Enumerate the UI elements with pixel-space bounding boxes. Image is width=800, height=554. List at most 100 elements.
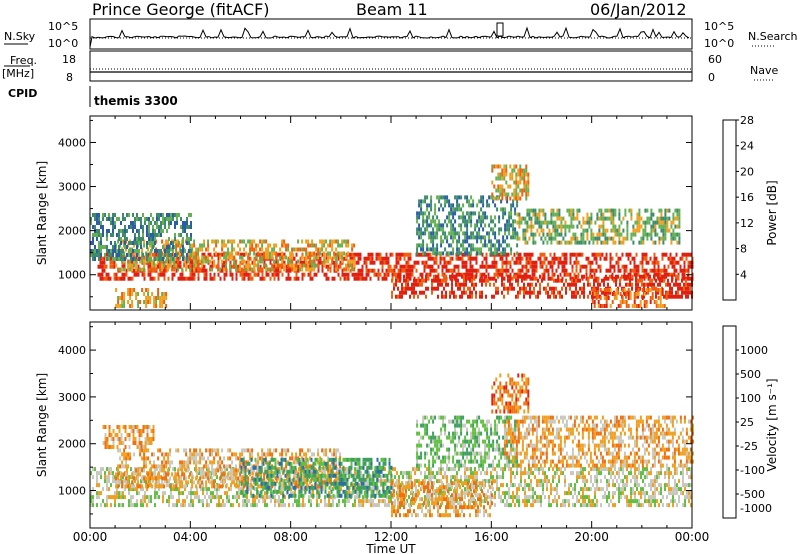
power-cell: [475, 294, 477, 299]
power-cell: [407, 268, 410, 273]
power-cell: [540, 224, 543, 229]
power-cell: [550, 212, 553, 217]
power-cell: [420, 203, 423, 208]
power-cell: [501, 282, 503, 287]
power-cell: [487, 278, 489, 283]
velocity-cell: [426, 467, 428, 472]
power-cell: [329, 263, 332, 268]
power-cell: [259, 255, 262, 260]
power-cell: [689, 252, 692, 257]
power-cell: [588, 240, 591, 245]
power-cell: [145, 288, 148, 292]
power-cell: [603, 296, 606, 300]
velocity-cell: [532, 471, 534, 476]
power-cell: [664, 224, 667, 229]
power-cell: [664, 212, 667, 217]
power-cell: [440, 243, 443, 248]
power-cell: [631, 268, 634, 273]
velocity-cell: [274, 503, 276, 508]
power-cell: [672, 212, 675, 217]
power-cell: [255, 247, 258, 252]
power-cell: [582, 216, 585, 221]
power-cell: [420, 247, 423, 252]
velocity-cell: [242, 467, 244, 472]
power-cell: [683, 260, 686, 265]
power-cell: [575, 282, 577, 287]
power-cell: [403, 274, 405, 279]
power-colorbar-label: 16: [740, 191, 754, 204]
velocity-cell: [390, 491, 392, 496]
power-cell: [468, 211, 471, 216]
power-cell: [466, 247, 469, 252]
power-cell: [640, 236, 643, 241]
power-cell: [562, 224, 565, 229]
power-cell: [519, 176, 522, 181]
velocity-cell: [316, 495, 318, 500]
power-cell: [515, 176, 518, 181]
power-cell: [476, 247, 479, 252]
power-cell: [559, 256, 562, 261]
power-cell: [115, 304, 118, 308]
velocity-cell: [172, 467, 174, 472]
power-cell: [247, 252, 250, 257]
power-cell: [426, 219, 429, 224]
power-cell: [315, 243, 318, 248]
power-cell: [115, 263, 118, 268]
power-cell: [523, 188, 526, 193]
power-cell: [501, 196, 504, 201]
power-cell: [525, 180, 528, 185]
power-cell: [613, 268, 616, 273]
power-cell: [468, 199, 471, 204]
power-cell: [243, 252, 246, 257]
power-cell: [606, 236, 609, 241]
velocity-cell: [96, 475, 98, 480]
velocity-cell: [436, 487, 438, 492]
power-cell: [193, 259, 196, 264]
power-cell: [157, 272, 160, 277]
power-cell: [468, 243, 471, 248]
power-cell: [641, 296, 644, 300]
power-cell: [679, 264, 682, 269]
power-cell: [425, 286, 427, 291]
velocity-cell: [498, 495, 500, 500]
velocity-cell: [280, 499, 282, 504]
velocity-cell: [540, 499, 542, 504]
power-cell: [426, 223, 429, 228]
power-cell: [209, 264, 212, 269]
power-cell: [587, 256, 590, 261]
velocity-cell: [406, 471, 408, 476]
velocity-cell: [466, 475, 468, 480]
power-cell: [652, 212, 655, 217]
power-cell: [445, 294, 447, 299]
velocity-cell: [550, 487, 552, 492]
velocity-cell: [156, 467, 158, 472]
power-cell: [142, 237, 144, 241]
power-cell: [672, 228, 675, 233]
velocity-cell: [96, 491, 98, 496]
power-cell: [399, 268, 402, 273]
power-cell: [581, 286, 583, 291]
power-cell: [189, 272, 192, 277]
power-cell: [590, 212, 593, 217]
power-cell: [92, 233, 94, 237]
power-cell: [158, 257, 160, 261]
power-cell: [169, 259, 172, 264]
power-cell: [307, 272, 310, 277]
power-cell: [443, 260, 446, 265]
power-cell: [422, 239, 425, 244]
power-cell: [469, 260, 472, 265]
power-cell: [351, 263, 354, 268]
power-cell: [197, 255, 200, 260]
power-cell: [154, 229, 156, 233]
power-cell: [595, 256, 598, 261]
power-cell: [132, 257, 134, 261]
power-cell: [147, 292, 150, 296]
power-cell: [193, 255, 196, 260]
power-cell: [103, 256, 106, 261]
velocity-cell: [132, 503, 134, 508]
power-cell: [321, 239, 324, 244]
power-cell: [534, 240, 537, 245]
power-cell: [440, 251, 443, 256]
power-cell: [303, 263, 306, 268]
velocity-cell: [160, 475, 162, 480]
